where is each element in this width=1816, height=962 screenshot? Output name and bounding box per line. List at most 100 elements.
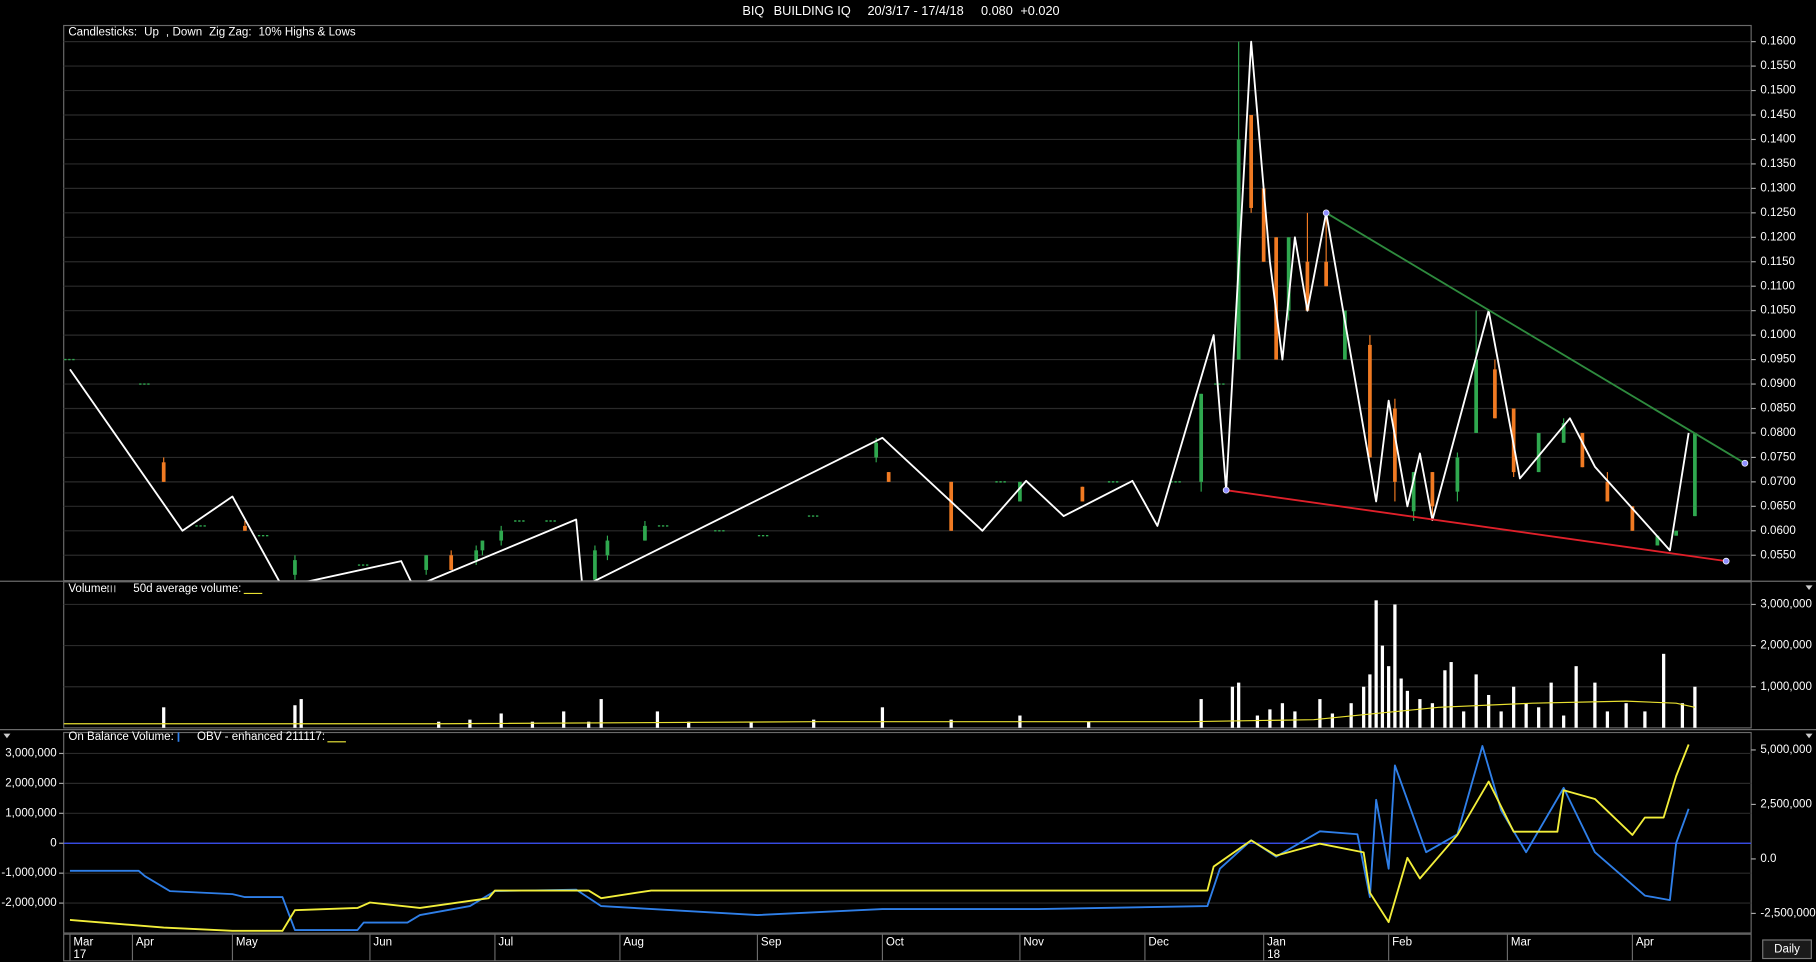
x-tick-label: May (236, 936, 258, 948)
x-axis-frame (63, 933, 1752, 962)
x-tick-label: Aug (623, 936, 644, 948)
y2-tick-label: 5,000,000 (1760, 744, 1811, 756)
y-tick-label: 0.1500 (1760, 85, 1795, 97)
candle-body (474, 550, 479, 561)
y-tick-label: -2,000,000 (1, 897, 56, 909)
candle-body (1018, 481, 1022, 502)
interval-label[interactable]: Daily (1774, 943, 1800, 955)
volume-bar (1418, 699, 1422, 728)
y-tick-label: 0.0550 (1760, 549, 1795, 561)
legend-text: , (166, 27, 169, 39)
average-line (63, 700, 1696, 725)
volume-bar (1662, 653, 1666, 728)
y-tick-label: 0.0600 (1760, 525, 1795, 537)
candle-body (1493, 369, 1497, 419)
candle-body (161, 462, 166, 482)
header: BIQ BUILDING IQ 20/3/17 - 17/4/18 0.080 … (742, 3, 1059, 18)
x-tick-label: Jun (373, 936, 392, 948)
candle-body (1368, 344, 1372, 458)
volume-bar (1199, 699, 1203, 728)
candle-body (1561, 423, 1566, 443)
plot-area (64, 40, 1746, 581)
volume-bar (1443, 670, 1447, 728)
price-change: +0.020 (1020, 3, 1059, 18)
x-tick-label: Jan (1267, 936, 1286, 948)
y-tick-label: 0.1350 (1760, 158, 1795, 170)
x-tick-label: Mar (1511, 936, 1531, 948)
candle-body (886, 472, 891, 482)
volume-bar (162, 707, 166, 728)
volume-bar (1230, 686, 1235, 728)
volume-bar (437, 721, 441, 728)
x-tick-label: Dec (1148, 936, 1169, 948)
last-price: 0.080 (981, 3, 1013, 18)
y-tick-label: 1,000,000 (5, 807, 56, 819)
y-tick-label: 0.1000 (1760, 329, 1795, 341)
y-tick-label: 0.0800 (1760, 427, 1795, 439)
volume-bar (1624, 703, 1628, 728)
legend-text: Candlesticks: (68, 27, 137, 39)
volume-bar (655, 711, 660, 728)
volume-bar (1474, 674, 1478, 728)
volume-bar (1399, 678, 1403, 728)
candle-body (593, 550, 597, 580)
volume-bar (1318, 699, 1322, 728)
x-tick-label: Mar (73, 936, 93, 948)
volume-bar (749, 721, 753, 728)
y2-tick-label: 2,500,000 (1760, 798, 1811, 810)
volume-bar (1537, 707, 1541, 728)
y-tick-label: 0.1550 (1760, 60, 1795, 72)
candle-body (424, 555, 429, 570)
x-tick-label: Nov (1023, 936, 1044, 948)
candle-body (1286, 237, 1291, 311)
trend-point (1741, 459, 1749, 467)
candle-body (1393, 408, 1397, 482)
y-tick-label: 2,000,000 (5, 777, 56, 789)
panel-arrows (3, 585, 1813, 739)
candle-body (293, 560, 297, 575)
legend-text: 10% Highs & Lows (259, 27, 356, 39)
panel-arrow (1805, 585, 1813, 590)
candle-body (499, 530, 504, 541)
y-tick-label: 0 (50, 837, 56, 849)
volume-bar (1549, 682, 1553, 728)
year-label: 18 (1267, 949, 1280, 961)
volume-bar (880, 707, 885, 728)
candle-body (1693, 432, 1697, 517)
plot-area (63, 600, 1697, 728)
trend-line (1226, 489, 1727, 563)
volume-bar (1487, 694, 1491, 728)
volume-bar (1405, 690, 1410, 728)
legend-text: Down (173, 27, 203, 39)
trend-point (1222, 486, 1230, 494)
y-tick-label: 0.1400 (1760, 134, 1795, 146)
volume-bar (1237, 682, 1241, 728)
y-tick-label: 0.1300 (1760, 182, 1795, 194)
volume-bar (599, 699, 603, 728)
candle-body (1343, 310, 1347, 360)
volume-bar (1605, 711, 1610, 728)
panel-arrow (1805, 733, 1813, 739)
company-name: BUILDING IQ (774, 3, 851, 18)
grid (63, 41, 1752, 556)
legend-text: OBV - enhanced 211117: (197, 731, 325, 743)
legend-text: Zig Zag: (209, 27, 251, 39)
candle-body (1674, 530, 1678, 536)
x-tick-label: Apr (136, 936, 154, 948)
y-tick-label: 3,000,000 (1760, 599, 1811, 611)
y-tick-label: 0.0850 (1760, 403, 1795, 415)
symbol: BIQ (742, 3, 764, 18)
x-tick-label: Jul (498, 936, 513, 948)
x-tick-label: Apr (1636, 936, 1654, 948)
volume-bar (1362, 686, 1366, 728)
volume-bar (1643, 711, 1647, 728)
interval-button-box[interactable] (1762, 939, 1812, 960)
interval-button[interactable]: Daily (1762, 939, 1812, 960)
candle-body (949, 481, 954, 531)
y-tick-label: 3,000,000 (5, 748, 56, 760)
candle-body (1630, 506, 1635, 531)
volume-bar (1512, 686, 1516, 728)
candle-body (1249, 115, 1254, 208)
